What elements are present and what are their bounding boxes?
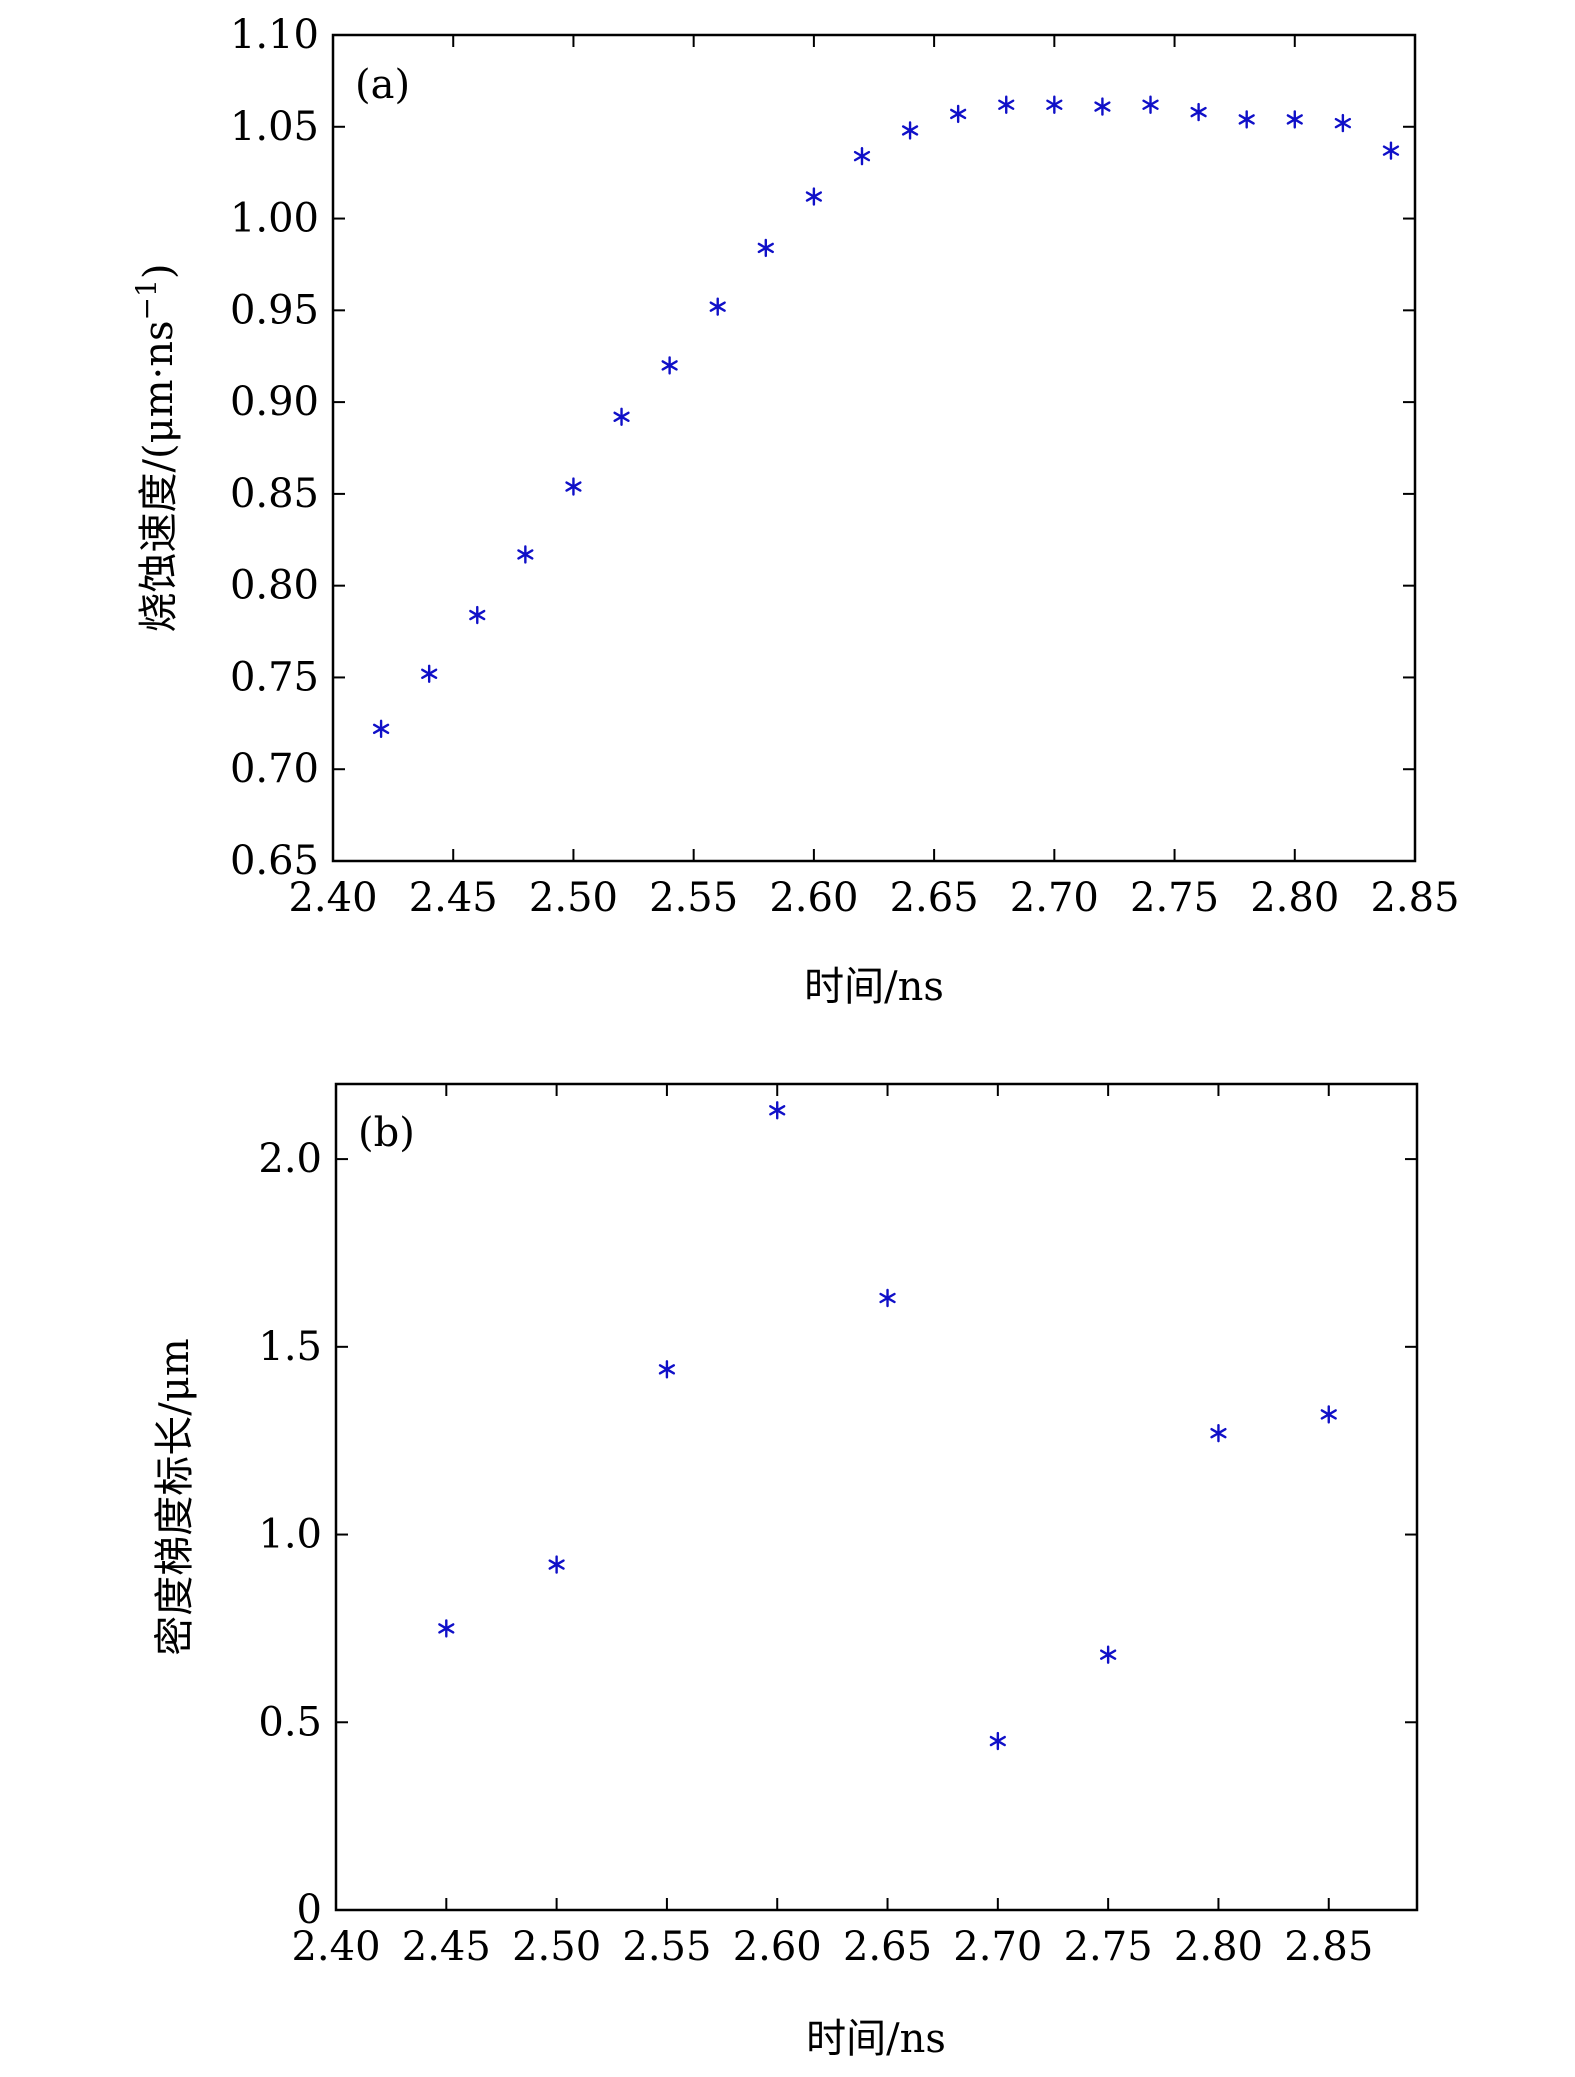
b-x-tick-label: 2.40 (291, 1924, 380, 1970)
b-y-tick-label: 2.0 (258, 1136, 322, 1182)
a-data-point (1334, 113, 1351, 133)
a-y-tick-label: 1.00 (230, 196, 319, 242)
plot-frame-b (334, 1082, 1419, 1912)
panel-label-b: (b) (358, 1110, 415, 1156)
a-data-point (613, 407, 630, 426)
b-data-point (989, 1731, 1006, 1751)
a-data-point (421, 664, 438, 683)
a-y-tick-label: 0.95 (230, 287, 319, 333)
a-x-tick-label: 2.70 (1010, 875, 1099, 921)
a-data-point (1094, 97, 1111, 116)
b-data-point (879, 1288, 896, 1308)
b-y-tick-label: 1.5 (258, 1324, 322, 1370)
a-y-tick-label: 0.65 (230, 838, 319, 884)
x-ticks-a: 2.40 2.45 2.50 2.55 2.60 2.65 2.70 2.75 2.80 2.85 (288, 35, 1460, 921)
b-data-point (438, 1619, 455, 1638)
b-x-tick-label: 2.75 (1064, 1924, 1153, 1970)
b-data-point (769, 1101, 786, 1120)
a-data-point (1286, 110, 1303, 129)
a-data-point (565, 477, 582, 496)
a-y-tick-label: 1.05 (230, 104, 319, 150)
b-data-point (1100, 1645, 1117, 1664)
plot-frame-a (331, 33, 1417, 863)
a-data-point (901, 121, 919, 140)
b-x-tick-label: 2.65 (843, 1924, 932, 1970)
a-x-tick-label: 2.65 (890, 875, 979, 921)
a-y-tick-label: 0.70 (230, 746, 319, 792)
b-y-tick-label: 0.5 (258, 1699, 322, 1745)
data-points-a (372, 95, 1400, 739)
b-y-tick-label: 0 (297, 1887, 322, 1933)
a-data-point (998, 95, 1015, 114)
chart-panel-b: 2.40 2.45 2.50 2.55 2.60 2.65 2.70 2.75 2.80 2.85… (152, 1082, 1419, 2062)
a-y-tick-label: 0.90 (230, 379, 319, 425)
a-y-tick-label: 0.75 (230, 654, 319, 700)
a-x-tick-label: 2.85 (1370, 875, 1459, 921)
y-axis-label-a-tail: ) (136, 264, 182, 280)
a-x-tick-label: 2.60 (769, 875, 858, 921)
a-data-point (661, 356, 678, 375)
a-data-point (1190, 102, 1207, 122)
b-x-tick-label: 2.80 (1174, 1924, 1263, 1970)
b-x-tick-label: 2.45 (402, 1924, 491, 1970)
data-points-b (438, 1101, 1337, 1751)
a-x-tick-label: 2.50 (529, 875, 618, 921)
a-data-point (709, 297, 726, 316)
a-data-point (372, 719, 390, 739)
a-data-point (853, 146, 871, 166)
a-x-tick-label: 2.80 (1250, 875, 1339, 921)
a-y-tick-label: 1.10 (230, 12, 319, 58)
a-y-tick-label: 0.85 (230, 471, 319, 517)
b-x-tick-label: 2.55 (622, 1924, 711, 1970)
a-data-point (950, 104, 967, 124)
panel-label-a: (a) (355, 62, 410, 108)
x-axis-label-a: 时间/ns (804, 964, 944, 1010)
a-x-tick-label: 2.45 (409, 875, 498, 921)
a-data-point (517, 545, 534, 564)
a-data-point (1238, 110, 1255, 129)
y-ticks-b: 0 0.5 1.0 1.5 2.0 (258, 1136, 1417, 1933)
y-axis-label-a: 烧蚀速度/(μm·ns−1) (130, 264, 182, 633)
b-x-tick-label: 2.50 (512, 1924, 601, 1970)
b-y-tick-label: 1.0 (258, 1512, 322, 1558)
a-data-point (469, 605, 486, 625)
y-axis-label-b: 密度梯度标长/μm (152, 1338, 198, 1655)
a-data-point (757, 238, 774, 258)
x-axis-label-b: 时间/ns (806, 2016, 946, 2062)
a-data-point (1142, 95, 1159, 114)
a-x-tick-label: 2.40 (288, 875, 377, 921)
x-ticks-b: 2.40 2.45 2.50 2.55 2.60 2.65 2.70 2.75 2.80 2.85 (291, 1084, 1373, 1970)
b-x-tick-label: 2.70 (953, 1924, 1042, 1970)
chart-panel-a: 2.40 2.45 2.50 2.55 2.60 2.65 2.70 2.75 2.80 2.85… (130, 12, 1460, 1010)
b-data-point (658, 1360, 676, 1379)
a-data-point (805, 187, 823, 206)
y-axis-label-a-sup: −1 (130, 279, 163, 320)
a-data-point (1382, 141, 1400, 160)
a-data-point (1046, 95, 1063, 114)
b-x-tick-label: 2.85 (1284, 1924, 1373, 1970)
a-y-tick-label: 0.80 (230, 563, 319, 609)
b-data-point (1210, 1423, 1227, 1443)
a-x-tick-label: 2.75 (1130, 875, 1219, 921)
y-ticks-a: 0.65 0.70 0.75 0.80 0.85 0.90 0.95 1.00 1.05 1.10 (230, 12, 1415, 884)
y-axis-label-a-main: 烧蚀速度/(μm·ns (136, 320, 182, 632)
a-x-tick-label: 2.55 (649, 875, 738, 921)
b-data-point (548, 1555, 565, 1574)
b-data-point (1320, 1405, 1337, 1424)
b-x-tick-label: 2.60 (733, 1924, 822, 1970)
